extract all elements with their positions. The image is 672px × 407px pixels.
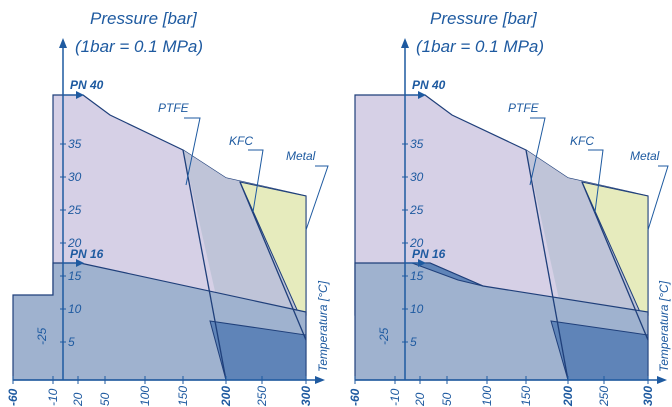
xlabel-left: Temperatura [°C] <box>316 280 330 372</box>
pn16-label-right: PN 16 <box>412 247 446 261</box>
metal-label-right: Metal <box>630 149 660 163</box>
pn40-arrowhead <box>76 91 84 99</box>
kfc-label-right: KFC <box>570 134 594 148</box>
ptfe-leader-right <box>529 117 546 186</box>
kfc-line <box>239 181 307 341</box>
ptfe-label-right: PTFE <box>508 101 540 115</box>
ylabel-note-left: (1bar = 0.1 MPa) <box>75 37 203 56</box>
x-tick-label: 300 <box>641 386 655 406</box>
y-tick-label: 30 <box>410 170 424 184</box>
y-tick-label: 10 <box>68 302 82 316</box>
x-tick-label: 50 <box>98 392 112 406</box>
x-tick-label: 200 <box>219 386 233 407</box>
y-tick-label: 15 <box>410 269 424 283</box>
x-tick-label: 250 <box>255 386 269 407</box>
y-tick-label: 5 <box>410 335 417 349</box>
ptfe-label-left: PTFE <box>158 101 190 115</box>
y-tick-label: 25 <box>67 203 82 217</box>
x-tick-label: 100 <box>480 386 494 406</box>
ptfe-leader-left <box>184 117 201 186</box>
x-tick-label: 20 <box>413 392 427 407</box>
y-tick-label: 35 <box>410 137 424 151</box>
pn16-arrowhead <box>418 259 426 267</box>
kfc-leader-right <box>588 149 604 213</box>
pn16-arrowhead <box>76 259 84 267</box>
neg-label-right: -25 <box>377 327 391 345</box>
neg-label-left: -25 <box>35 327 49 345</box>
ylabel-note-right: (1bar = 0.1 MPa) <box>416 37 544 56</box>
x-tick-label: 20 <box>71 392 85 407</box>
ylabel-right: Pressure [bar] <box>430 9 538 28</box>
y-tick-label: 35 <box>68 137 82 151</box>
x-tick-label: 300 <box>299 386 313 406</box>
pn16-label-left: PN 16 <box>70 247 104 261</box>
y-ticks-right: 5 10 15 20 25 30 35 <box>402 137 424 349</box>
y-tick-label: 15 <box>68 269 82 283</box>
x-tick-label: -10 <box>46 388 60 406</box>
x-tick-label: 50 <box>440 392 454 406</box>
x-tick-label: 100 <box>138 386 152 406</box>
xlabel-right: Temperatura [°C] <box>657 280 671 372</box>
x-ticks-right: -60 -10 20 50 100 150 200 250 300 <box>348 376 655 407</box>
pn40-arrowhead <box>418 91 426 99</box>
ylabel-left: Pressure [bar] <box>90 9 198 28</box>
y-tick-label: 20 <box>67 236 82 250</box>
x-axis-arrow <box>315 376 325 384</box>
x-tick-label: -60 <box>348 388 362 406</box>
metal-leader-right <box>647 165 669 231</box>
y-ticks-left: 5 10 15 20 25 30 35 <box>60 137 82 349</box>
x-tick-label: 250 <box>597 386 611 407</box>
y-axis-arrow <box>401 38 409 48</box>
pn40-label-left: PN 40 <box>70 78 104 92</box>
y-tick-label: 20 <box>409 236 424 250</box>
kfc-label-left: KFC <box>229 134 253 148</box>
y-tick-label: 5 <box>68 335 75 349</box>
ptfe-line <box>525 149 569 381</box>
x-ticks-left: -60 -10 20 50 100 150 200 250 300 <box>6 376 313 407</box>
y-tick-label: 10 <box>410 302 424 316</box>
metal-label-left: Metal <box>286 149 316 163</box>
kfc-leader-left <box>248 149 264 213</box>
ptfe-line <box>182 149 227 381</box>
metal-leader-left <box>305 165 329 231</box>
x-tick-label: -10 <box>388 388 402 406</box>
pn40-label-right: PN 40 <box>412 78 446 92</box>
y-tick-label: 25 <box>409 203 424 217</box>
x-tick-label: 150 <box>519 386 533 406</box>
x-tick-label: -60 <box>6 388 20 406</box>
y-axis-arrow <box>59 38 67 48</box>
kfc-line <box>581 181 649 341</box>
x-axis-arrow <box>657 376 667 384</box>
x-tick-label: 150 <box>176 386 190 406</box>
y-tick-label: 30 <box>68 170 82 184</box>
x-tick-label: 200 <box>561 386 575 407</box>
